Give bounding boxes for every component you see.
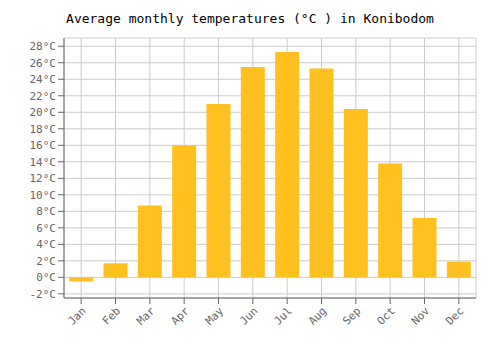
svg-text:26°C: 26°C <box>30 57 57 70</box>
svg-text:May: May <box>203 304 227 328</box>
svg-text:Dec: Dec <box>443 304 466 327</box>
svg-text:Nov: Nov <box>409 304 433 328</box>
svg-text:Jun: Jun <box>237 304 260 327</box>
svg-text:4°C: 4°C <box>36 238 56 251</box>
svg-text:Aug: Aug <box>306 304 329 327</box>
html-text:Average monthly temperatures (: Average monthly temperatures (°C ) in Ko… <box>66 11 434 26</box>
svg-text:2°C: 2°C <box>36 255 56 268</box>
svg-text:Oct: Oct <box>375 304 398 327</box>
svg-text:Sep: Sep <box>340 304 363 327</box>
svg-text:12°C: 12°C <box>30 172 57 185</box>
svg-text:0°C: 0°C <box>36 271 56 284</box>
svg-text:16°C: 16°C <box>30 139 57 152</box>
svg-text:Apr: Apr <box>169 304 193 328</box>
svg-text:24°C: 24°C <box>30 73 57 86</box>
svg-text:10°C: 10°C <box>30 189 57 202</box>
svg-text:18°C: 18°C <box>30 123 57 136</box>
svg-text:28°C: 28°C <box>30 40 57 53</box>
svg-text:14°C: 14°C <box>30 156 57 169</box>
svg-text:20°C: 20°C <box>30 106 57 119</box>
svg-text:Feb: Feb <box>100 304 123 327</box>
svg-text:Jan: Jan <box>66 304 89 327</box>
svg-text:6°C: 6°C <box>36 222 56 235</box>
svg-text:Mar: Mar <box>134 304 158 328</box>
svg-text:-2°C: -2°C <box>30 288 57 301</box>
svg-text:22°C: 22°C <box>30 90 57 103</box>
svg-text:8°C: 8°C <box>36 205 56 218</box>
svg-text:Jul: Jul <box>272 304 295 327</box>
